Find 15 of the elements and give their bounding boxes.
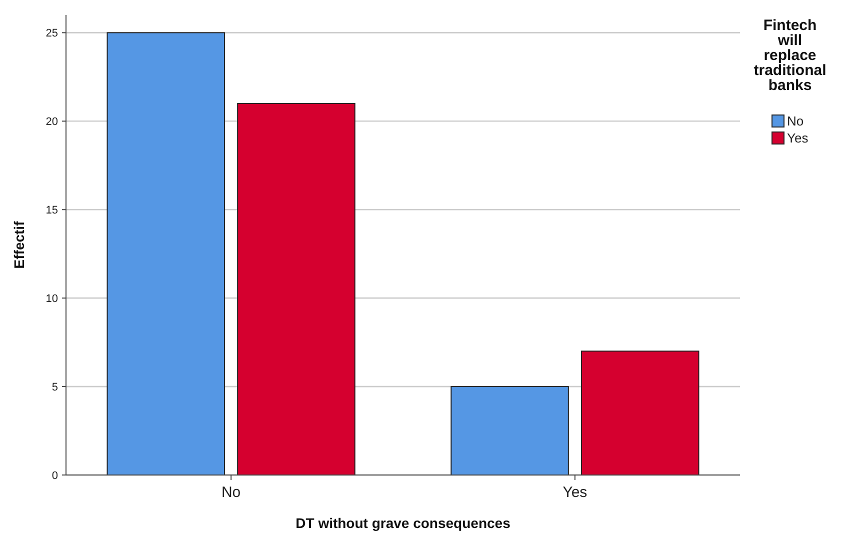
bar [237, 102, 356, 476]
y-tick-label: 20 [46, 116, 58, 128]
y-axis-title: Effectif [11, 220, 27, 269]
bar [450, 386, 569, 476]
x-axis-title: DT without grave consequences [296, 515, 511, 531]
bar [106, 32, 226, 476]
y-tick-label: 5 [52, 381, 58, 394]
legend-label: No [787, 114, 804, 129]
y-tick-label: 25 [46, 28, 58, 40]
legend-title: Fintech will replace traditional banks [754, 17, 826, 94]
y-tick-label: 10 [46, 292, 58, 305]
y-tick-label: 15 [46, 204, 58, 216]
bar [580, 350, 700, 476]
y-tick-label: 0 [52, 470, 58, 482]
legend-label: Yes [787, 130, 809, 146]
